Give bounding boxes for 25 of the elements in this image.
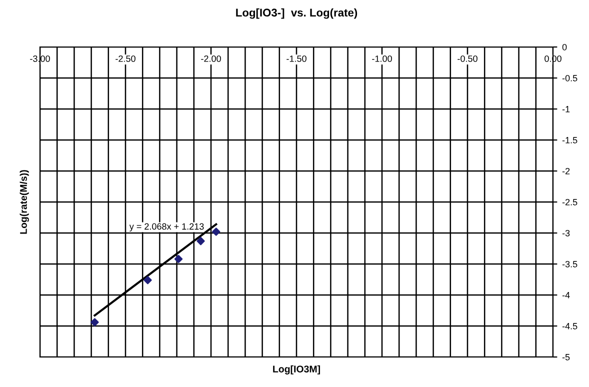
x-axis-title: Log[IO3M] xyxy=(273,365,320,374)
y-tick-label: -4 xyxy=(562,292,570,298)
y-tick-label: -3.5 xyxy=(562,260,578,268)
point xyxy=(90,318,99,326)
chart-title: Log[IO3-] vs. Log(rate) xyxy=(236,8,358,19)
y-tick-label: -2 xyxy=(562,168,570,174)
annotation: y = 2.068x + 1.213 xyxy=(129,223,204,232)
point xyxy=(196,236,205,246)
y-tick-label: -0.5 xyxy=(562,74,578,82)
y-tick-label: -3 xyxy=(562,230,570,236)
y-tick-label: -2.5 xyxy=(562,198,578,206)
point xyxy=(174,254,183,264)
x-tick-label: -1.50 xyxy=(286,55,306,62)
x-tick-label: -0.50 xyxy=(458,55,478,62)
x-tick-label: -1.00 xyxy=(372,55,392,62)
y-tick-label: 0 xyxy=(562,44,567,50)
y-tick-label: -5 xyxy=(562,354,570,360)
y-tick-label: -1 xyxy=(562,106,570,112)
x-tick-label: -2.00 xyxy=(201,55,221,62)
x-tick-label: -2.50 xyxy=(116,55,136,62)
y-axis-title: Log(rate(M/s)) xyxy=(20,170,29,234)
y-tick-label: -1.5 xyxy=(562,137,578,144)
point xyxy=(212,228,220,236)
y-tick-label: -4.5 xyxy=(562,323,578,330)
point xyxy=(144,276,152,284)
